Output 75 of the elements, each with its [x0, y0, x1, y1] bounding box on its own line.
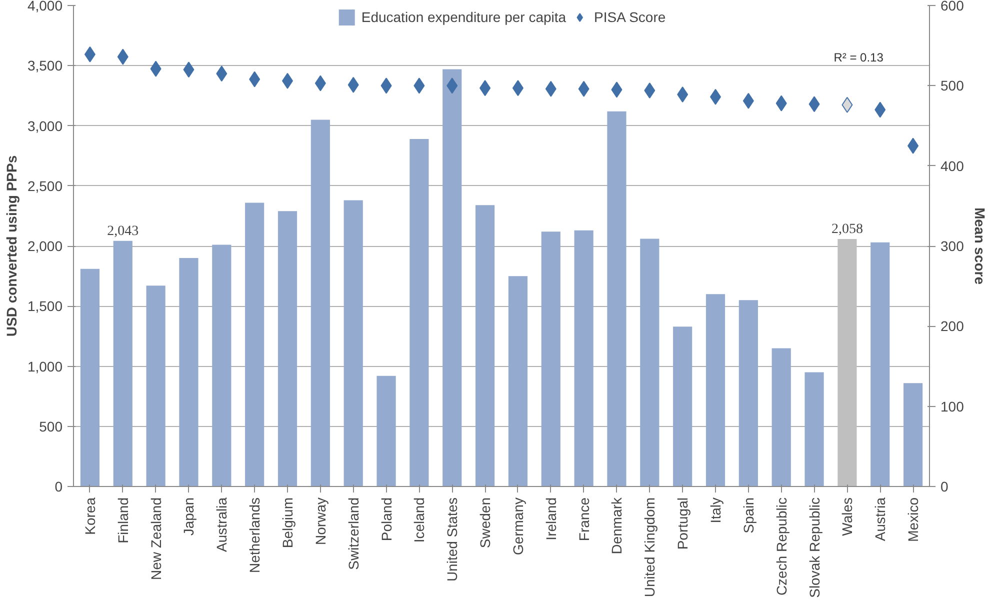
bar — [706, 294, 726, 486]
bar — [113, 240, 132, 486]
x-tick-label: United Kingdom — [642, 497, 658, 598]
x-tick-label: Iceland — [411, 497, 428, 543]
x-tick-label: Sweden — [477, 498, 494, 548]
bar — [278, 211, 298, 486]
x-tick-label: United States — [444, 497, 460, 582]
y-tick-label: 3,000 — [27, 118, 63, 134]
x-tick-label: Poland — [378, 498, 394, 542]
bar — [738, 300, 758, 486]
bar — [212, 244, 232, 486]
y2-tick-label: 200 — [940, 318, 964, 334]
y2-tick-label: 600 — [940, 0, 964, 14]
x-tick-label: Belgium — [280, 497, 296, 548]
y2-axis-title: Mean score — [972, 207, 988, 285]
bar — [804, 372, 824, 486]
y-tick-label: 1,000 — [27, 358, 63, 374]
bar — [245, 202, 264, 486]
x-tick-label: Japan — [180, 497, 197, 536]
x-tick-label: Switzerland — [345, 497, 362, 570]
x-tick-label: Denmark — [608, 496, 625, 554]
bar — [179, 258, 198, 486]
y-tick-label: 0 — [54, 478, 63, 494]
data-label: 2,043 — [107, 224, 139, 239]
y2-tick-label: 400 — [940, 158, 964, 174]
y-tick-label: 3,500 — [27, 58, 63, 74]
bar — [376, 376, 396, 486]
bar — [574, 230, 594, 486]
bar — [442, 69, 462, 486]
legend-label: Education expenditure per capita — [361, 9, 566, 25]
x-tick-label: Australia — [214, 497, 230, 552]
x-tick-label: Austria — [872, 497, 888, 542]
y-tick-label: 2,500 — [27, 178, 63, 194]
x-tick-label: Mexico — [905, 497, 922, 542]
y2-tick-label: 500 — [940, 78, 964, 94]
x-tick-label: Norway — [312, 497, 328, 545]
x-tick-label: Czech Republic — [773, 497, 790, 596]
bar — [310, 120, 330, 486]
bar — [508, 276, 528, 486]
y-tick-label: 1,500 — [27, 298, 63, 314]
y-axis-title: USD converted using PPPs — [3, 155, 20, 337]
bar — [903, 383, 923, 486]
bar — [475, 205, 495, 486]
bar — [146, 286, 166, 486]
bar — [640, 238, 660, 486]
legend-label: PISA Score — [594, 9, 666, 25]
x-tick-label: Slovak Republic — [806, 497, 822, 598]
y-tick-label: 4,000 — [27, 0, 63, 14]
annotation: R² = 0.13 — [834, 50, 884, 64]
bar — [772, 348, 791, 486]
x-tick-label: Korea — [82, 497, 98, 535]
bar — [410, 138, 429, 486]
y2-tick-label: 100 — [940, 398, 964, 414]
bar — [870, 242, 890, 486]
x-tick-label: Netherlands — [246, 497, 263, 573]
x-tick-label: France — [576, 497, 592, 542]
x-tick-label: Spain — [740, 497, 756, 534]
y2-tick-label: 300 — [940, 238, 964, 254]
x-tick-label: New Zealand — [148, 497, 164, 580]
x-tick-label: Ireland — [542, 497, 559, 540]
y-tick-label: 500 — [39, 418, 63, 434]
y-tick-label: 2,000 — [27, 238, 63, 254]
bar — [838, 239, 857, 486]
bar — [344, 200, 363, 486]
x-tick-label: Italy — [708, 497, 724, 524]
x-tick-label: Wales — [839, 497, 856, 536]
bar — [607, 111, 626, 486]
bar — [673, 326, 692, 486]
x-tick-label: Finland — [114, 497, 131, 544]
bar — [541, 232, 560, 486]
x-tick-label: Portugal — [674, 497, 691, 550]
x-tick-label: Germany — [510, 497, 526, 556]
y2-tick-label: 0 — [940, 478, 948, 494]
data-label: 2,058 — [831, 222, 863, 238]
bar — [80, 268, 100, 486]
